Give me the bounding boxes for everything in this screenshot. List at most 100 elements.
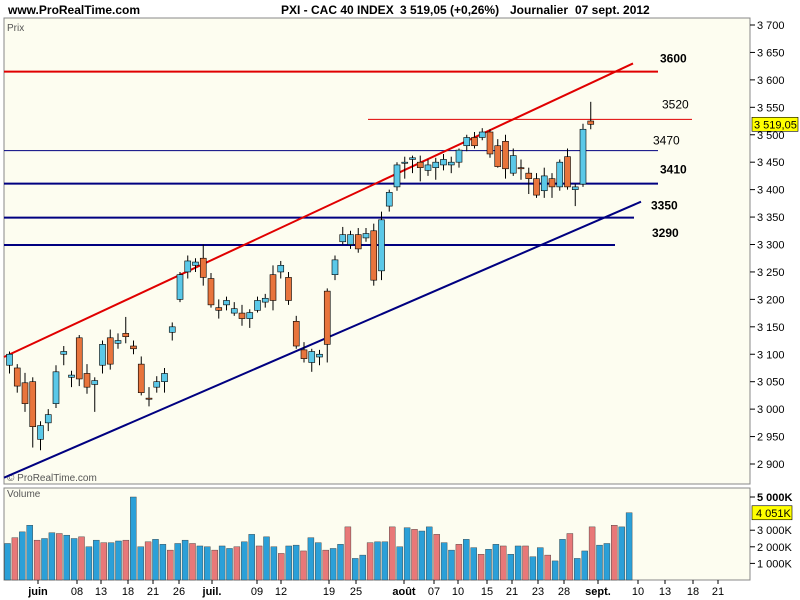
candle-body — [285, 277, 292, 301]
candle-body — [52, 371, 60, 404]
volume-bar — [551, 560, 559, 581]
volume-bar — [48, 532, 56, 581]
volume-bar — [93, 539, 100, 581]
volume-bar — [366, 542, 374, 581]
volume-tick-label: 3 000K — [757, 525, 793, 537]
instrument-name: PXI - CAC 40 INDEX — [281, 3, 394, 17]
volume-bar — [507, 554, 514, 581]
volume-bar — [196, 545, 204, 581]
x-tick-label: 19 — [323, 586, 335, 598]
candle-body — [269, 274, 277, 301]
candle-body — [548, 178, 556, 188]
candle-body — [486, 131, 494, 155]
candle-body — [385, 192, 393, 207]
last-value-badges: 3 519,05 4 051K — [751, 116, 799, 521]
volume-bar — [263, 536, 270, 581]
candle-body — [91, 380, 99, 385]
volume-bar — [537, 547, 544, 581]
candle-body — [556, 161, 564, 188]
volume-bar — [359, 554, 366, 581]
candle-body — [409, 157, 416, 160]
price-tick-label: 3 100 — [757, 349, 785, 361]
volume-bar — [477, 554, 485, 581]
price-tick-label: 3 200 — [757, 294, 785, 306]
volume-bar — [78, 536, 85, 581]
candle-body — [502, 141, 509, 170]
level-label-3290: 3290 — [652, 226, 679, 240]
candle-body — [145, 397, 153, 400]
level-label-3520: 3520 — [662, 97, 689, 111]
candle-body — [401, 161, 409, 164]
volume-bar — [448, 549, 455, 581]
x-tick-label: 07 — [428, 586, 440, 598]
volume-bar — [374, 541, 381, 581]
volume-bar — [181, 539, 189, 581]
copyright-text: © ProRealTime.com — [7, 473, 97, 484]
candle-body — [122, 333, 130, 337]
volume-bar — [485, 549, 492, 581]
candle-body — [44, 414, 52, 424]
candle-body — [68, 374, 75, 378]
volume-bar — [130, 496, 137, 581]
volume-axis: 5 000K 3 000K 2 000K 1 000K — [750, 492, 793, 570]
x-tick-label: 10 — [452, 586, 464, 598]
volume-bar — [307, 537, 315, 581]
volume-bar — [344, 526, 352, 581]
candle-body — [447, 161, 455, 166]
volume-bar — [625, 512, 633, 581]
volume-bar — [204, 546, 211, 581]
volume-bar — [559, 539, 566, 581]
volume-bar — [389, 526, 396, 581]
candle-body — [533, 178, 540, 196]
volume-bar — [618, 526, 625, 581]
x-tick-label: 09 — [251, 586, 263, 598]
candle-body — [316, 353, 323, 358]
candle-body — [579, 128, 587, 185]
x-tick-label: 18 — [687, 586, 699, 598]
price-panel-label: Prix — [7, 23, 24, 34]
price-tick-label: 3 250 — [757, 267, 785, 279]
candle-body — [416, 161, 424, 168]
volume-bar — [159, 544, 167, 581]
volume-bar — [455, 544, 463, 581]
candle-body — [424, 164, 432, 171]
volume-bar — [411, 529, 418, 581]
candle-body — [75, 337, 83, 380]
volume-bar — [500, 545, 507, 581]
volume-bar — [574, 558, 581, 581]
x-tick-label: 13 — [659, 586, 671, 598]
candle-body — [176, 274, 184, 300]
candle-body — [238, 312, 246, 319]
volume-bar — [248, 534, 255, 581]
price-tick-label: 3 650 — [757, 47, 785, 59]
volume-bar — [514, 545, 522, 581]
candle-body — [571, 186, 579, 190]
volume-bar — [115, 540, 122, 581]
level-label-3350: 3350 — [651, 199, 678, 213]
volume-bar — [63, 534, 70, 581]
volume-bar — [522, 545, 529, 581]
volume-panel-label: Volume — [7, 489, 41, 500]
volume-bar — [26, 525, 33, 581]
volume-bar — [426, 526, 433, 581]
volume-bar — [255, 545, 263, 581]
quote-value: 3 519,05 (+0,26%) — [400, 3, 499, 17]
volume-bar — [174, 543, 181, 581]
candle-body — [230, 308, 238, 314]
volume-bar — [352, 558, 359, 581]
candle-body — [494, 145, 502, 167]
volume-bar — [270, 546, 278, 581]
candle-body — [223, 300, 230, 306]
volume-bar — [396, 546, 403, 581]
candle-body — [347, 234, 354, 245]
candle-body — [137, 363, 145, 393]
volume-bar — [285, 545, 292, 581]
candle-body — [378, 219, 385, 272]
x-tick-label: 15 — [481, 586, 493, 598]
x-tick-label: 12 — [275, 586, 287, 598]
x-tick-label: 26 — [173, 586, 185, 598]
volume-bar — [300, 550, 307, 581]
volume-bar — [33, 539, 41, 581]
price-tick-label: 3 600 — [757, 75, 785, 87]
candle-body — [540, 175, 548, 192]
